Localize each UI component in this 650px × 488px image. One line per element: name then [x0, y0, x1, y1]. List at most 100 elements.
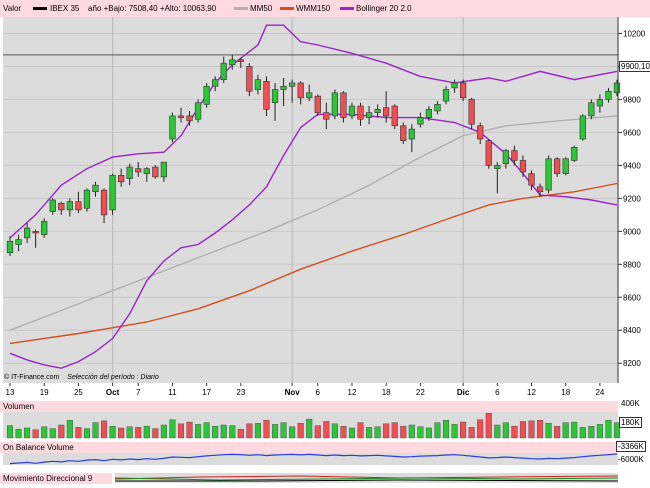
volume-bar [75, 427, 82, 439]
candle-body [220, 62, 227, 80]
candle [160, 161, 168, 182]
candle-body [434, 104, 441, 112]
candle [271, 82, 279, 121]
y-tick-label: 8800 [623, 260, 641, 269]
candle-body [143, 168, 150, 174]
candle [459, 79, 467, 102]
volume-bar [66, 420, 73, 439]
candle [289, 79, 296, 103]
candle-body [160, 161, 168, 178]
obv-title: On Balance Volume [3, 443, 74, 452]
year-stats: año +Bajo: 7508,40 +Alto: 10063,90 [88, 4, 217, 13]
candle-body [400, 125, 407, 141]
volume-bar [83, 428, 90, 439]
candle [306, 84, 313, 102]
candle-body [66, 201, 73, 211]
candle-body [383, 107, 390, 117]
x-tick-label: 6 [316, 388, 321, 397]
x-tick-label: 7 [136, 388, 141, 397]
x-tick-label: 19 [40, 388, 49, 397]
volume-bar [314, 425, 321, 439]
candle [425, 106, 433, 121]
candle-body [169, 115, 176, 140]
x-tick-label: 17 [202, 388, 211, 397]
candle-body [554, 158, 561, 174]
candle [92, 181, 99, 197]
volume-bar [186, 421, 193, 439]
candle-body [579, 115, 586, 140]
legend-swatch-mm50 [234, 7, 248, 10]
candle [528, 170, 535, 191]
candle-body [417, 117, 424, 125]
candle-body [519, 160, 527, 173]
candle [152, 165, 159, 179]
volume-bar [442, 420, 450, 439]
volume-bar [229, 425, 236, 439]
candle [579, 114, 586, 141]
series-line-mm50 [9, 115, 618, 331]
volume-bar [24, 427, 31, 439]
volume-tick-mid: 180K [619, 417, 642, 428]
credit-text: © IT-Finance.com [4, 374, 60, 381]
candle [442, 86, 450, 105]
y-tick-label: 9200 [623, 194, 641, 203]
volume-bar [58, 424, 65, 439]
legend-label-bollinger: Bollinger 20 2.0 [356, 4, 412, 13]
volume-bar [468, 427, 475, 439]
candle-body [391, 105, 398, 127]
legend-label-wmm150: WMM150 [296, 4, 331, 13]
x-axis-bg [0, 383, 618, 400]
candle [468, 97, 475, 130]
candle-body [109, 174, 116, 211]
volume-bar [400, 425, 407, 439]
y-tick-label: 8200 [623, 359, 641, 368]
candle-body [92, 184, 99, 193]
legend-label-mm50: MM50 [250, 4, 273, 13]
candle-body [494, 165, 501, 169]
candle-body [511, 150, 518, 161]
candle [15, 234, 22, 252]
x-tick-label: 25 [74, 388, 83, 397]
volume-bar [596, 424, 603, 439]
candle-body [289, 82, 296, 87]
volume-bar [246, 423, 253, 439]
obv-tick-top: -3366K [616, 441, 646, 452]
candle [536, 183, 544, 197]
volume-bar [502, 422, 509, 439]
candle [519, 155, 527, 177]
candle-body [485, 140, 492, 166]
volume-bar [485, 412, 492, 439]
candle-body [451, 82, 458, 89]
volume-bar [177, 423, 185, 439]
candle-body [135, 168, 142, 173]
candle-body [323, 112, 330, 120]
candle-body [562, 158, 569, 174]
candle-body [545, 158, 552, 191]
volume-bar [15, 428, 22, 439]
candle-body [194, 102, 202, 120]
x-tick-label: 23 [236, 388, 245, 397]
volume-bar [280, 422, 287, 439]
volume-bar [289, 426, 296, 439]
y-tick-label: 9400 [623, 161, 641, 170]
candle-body [152, 166, 159, 178]
dmi-plus-line [114, 477, 619, 481]
x-tick-label: 11 [168, 388, 177, 397]
y-tick-label: 9000 [623, 227, 641, 236]
candle [588, 99, 595, 120]
candle [41, 218, 48, 238]
candle [314, 94, 321, 116]
volume-bar [195, 424, 202, 439]
volume-bar [383, 423, 390, 439]
volume-bar [579, 427, 586, 439]
volume-bar [391, 422, 398, 439]
candle-body [203, 85, 210, 105]
candle-body [229, 59, 236, 66]
candle-body [613, 82, 621, 94]
volume-bar [126, 426, 133, 439]
legend-swatch-bollinger [340, 7, 354, 10]
candle [434, 101, 441, 115]
volume-bar [537, 420, 544, 439]
candle [280, 78, 287, 107]
